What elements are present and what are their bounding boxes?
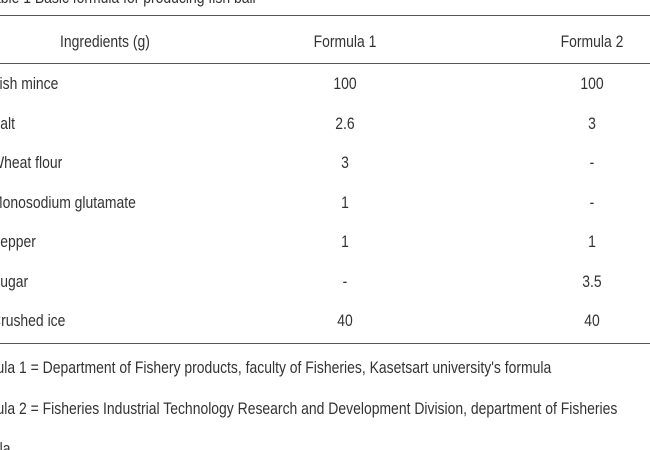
cell: 3 — [588, 113, 596, 133]
cell: 40 — [337, 311, 353, 330]
cell: - — [589, 192, 595, 212]
cell: - — [342, 271, 348, 291]
row-label: Crushed ice — [0, 311, 66, 330]
footnote: Formula 2 = Fisheries Industrial Technol… — [0, 399, 618, 450]
footnote: Formula 1 = Department of Fishery produc… — [0, 358, 552, 377]
header-cell: Ingredients (g) — [60, 32, 150, 51]
row-label: Salt — [0, 113, 16, 133]
row-label: Fish mince — [0, 74, 59, 93]
cell: 100 — [333, 74, 357, 93]
cell: 2.6 — [335, 113, 355, 133]
header-cell: Formula 1 — [313, 32, 377, 51]
row-label: Wheat flour — [0, 153, 63, 172]
cell: 3 — [341, 153, 349, 172]
row-label: Pepper — [0, 232, 36, 251]
cell: - — [589, 153, 595, 172]
row-label: Sugar — [0, 271, 29, 291]
top-rule — [0, 15, 650, 16]
table-title: Table 1 Basic formula for producing fish… — [0, 0, 256, 8]
cell: 1 — [341, 192, 349, 212]
header-rule — [0, 63, 650, 64]
header-cell: Formula 2 — [560, 32, 624, 51]
cell: 3.5 — [582, 271, 602, 291]
cell: 100 — [580, 74, 604, 93]
cell: 1 — [341, 232, 349, 251]
row-label: Monosodium glutamate — [0, 192, 136, 212]
cell: 40 — [584, 311, 600, 330]
bottom-rule — [0, 343, 650, 344]
cell: 1 — [588, 232, 596, 251]
